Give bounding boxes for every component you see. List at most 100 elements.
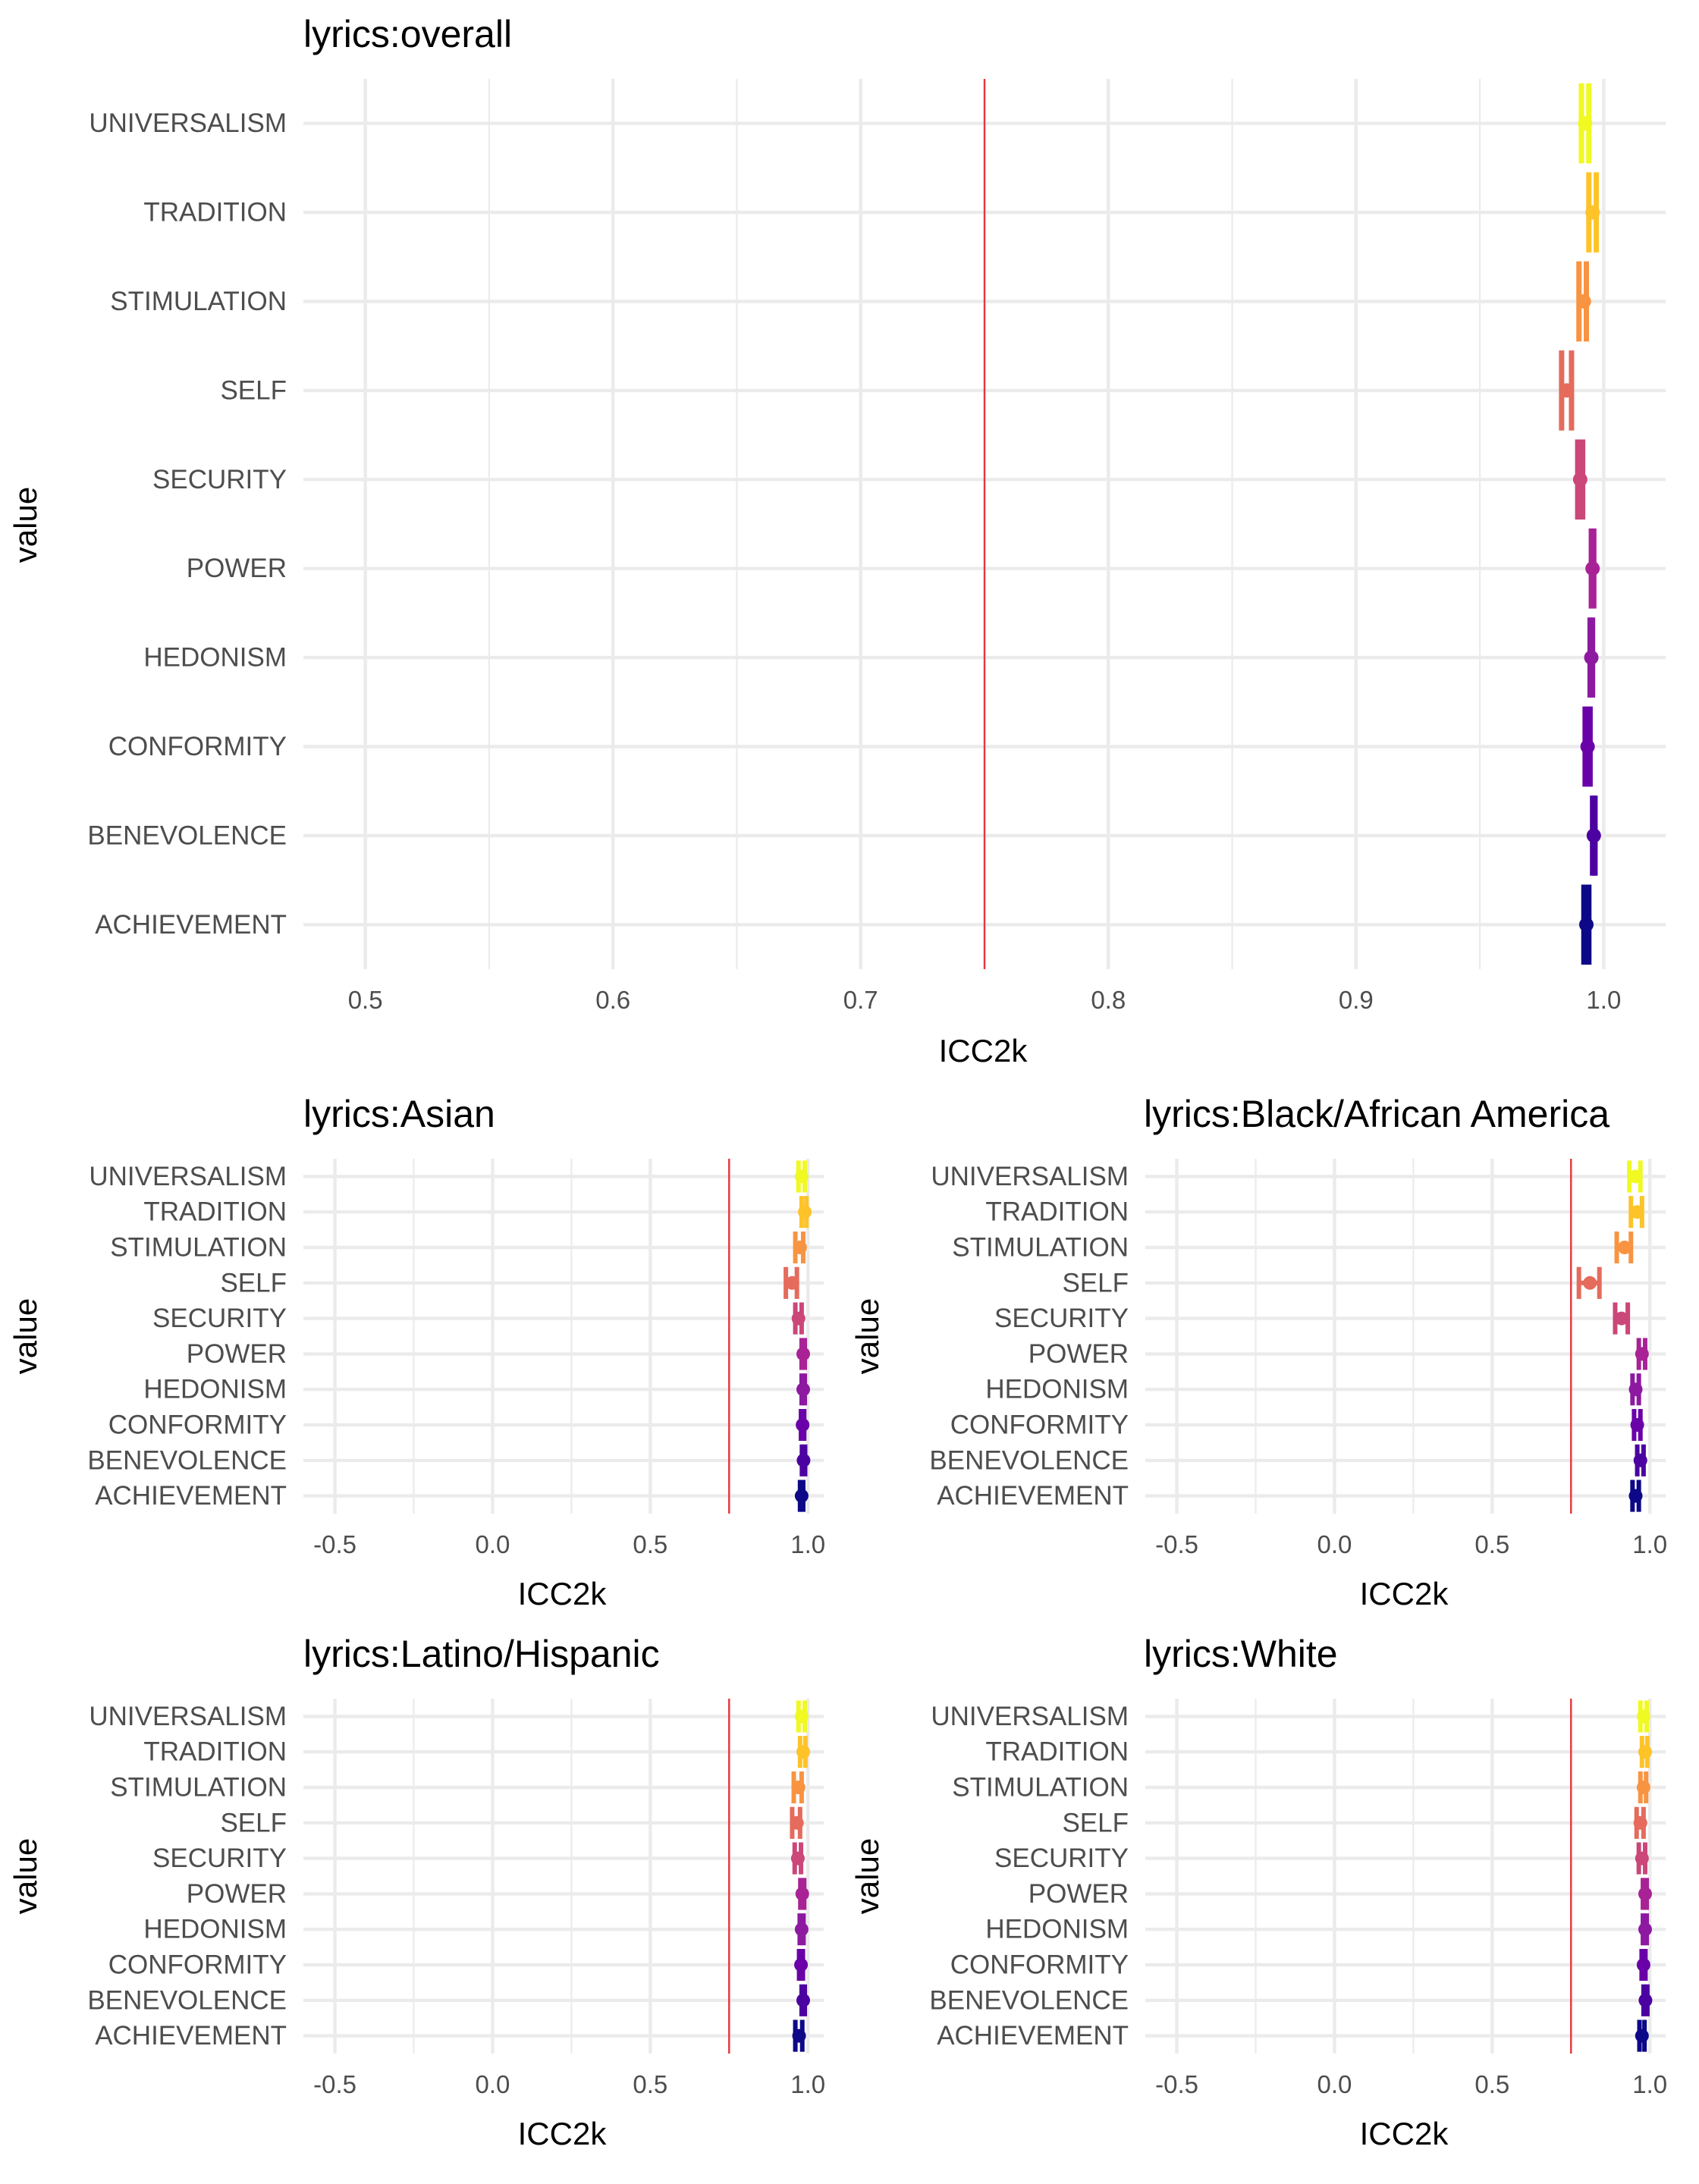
- data-point-tradition: [798, 1196, 812, 1228]
- data-point-conformity: [794, 1948, 809, 1982]
- data-point-universalism: [1578, 83, 1593, 164]
- y-tick-label: SELF: [220, 1268, 287, 1298]
- point-marker: [793, 1241, 807, 1254]
- point-marker: [1636, 1958, 1650, 1972]
- y-tick-label: HEDONISM: [143, 1375, 287, 1404]
- y-tick-label: CONFORMITY: [108, 1950, 287, 1980]
- point-marker: [1572, 472, 1588, 487]
- data-point-security: [1572, 439, 1588, 520]
- grid: [303, 1699, 824, 2054]
- data-point-self: [790, 1806, 804, 1839]
- point-marker: [1617, 1241, 1631, 1254]
- point-marker: [1638, 1887, 1652, 1901]
- y-tick-label: TRADITION: [143, 198, 287, 228]
- x-tick-label: -0.5: [313, 1530, 356, 1558]
- data-point-tradition: [1628, 1196, 1644, 1228]
- data-point-benevolence: [796, 1984, 810, 2016]
- y-tick-label: STIMULATION: [952, 1233, 1129, 1263]
- data-point-achievement: [794, 1480, 809, 1512]
- data-point-tradition: [1638, 1736, 1652, 1768]
- y-tick-label: TRADITION: [143, 1737, 287, 1767]
- data-point-benevolence: [1638, 1984, 1653, 2016]
- panel-title: lyrics:overall: [303, 13, 512, 55]
- point-marker: [1559, 383, 1574, 398]
- y-tick-label: BENEVOLENCE: [87, 1445, 287, 1475]
- point-marker: [1579, 917, 1594, 932]
- y-axis-title: value: [8, 1298, 43, 1374]
- y-tick-label: BENEVOLENCE: [929, 1445, 1129, 1475]
- y-tick-label: CONFORMITY: [108, 732, 287, 761]
- y-tick-label: SECURITY: [152, 1844, 287, 1873]
- point-marker: [1633, 1453, 1647, 1467]
- x-tick-label: -0.5: [1155, 1530, 1198, 1558]
- x-tick-label: -0.5: [1155, 2070, 1198, 2098]
- y-tick-label: SELF: [1062, 1268, 1129, 1298]
- data-point-achievement: [1628, 1480, 1643, 1512]
- point-marker: [1583, 1276, 1597, 1290]
- x-tick-label: 0.5: [1474, 2070, 1509, 2098]
- point-marker: [1638, 1922, 1652, 1937]
- panel-latino-hispanic: lyrics:Latino/Hispanic ICC2k value UNIVE…: [8, 1633, 825, 2151]
- x-tick-label: 0.0: [476, 2070, 510, 2098]
- y-tick-label: ACHIEVEMENT: [95, 1481, 287, 1511]
- y-axis-title: value: [850, 1298, 885, 1374]
- x-tick-label: 0.6: [595, 986, 630, 1014]
- point-marker: [794, 1709, 809, 1724]
- point-marker: [794, 1922, 809, 1937]
- x-axis-title: ICC2k: [939, 1033, 1029, 1068]
- data-point-hedonism: [1638, 1913, 1652, 1946]
- data-point-stimulation: [1576, 261, 1591, 342]
- point-marker: [798, 1205, 812, 1219]
- point-marker: [1586, 828, 1601, 843]
- data-point-stimulation: [793, 1231, 807, 1264]
- point-marker: [1638, 1745, 1652, 1759]
- point-marker: [1635, 2029, 1649, 2043]
- y-tick-label: UNIVERSALISM: [89, 1162, 287, 1191]
- data-point-self: [1576, 1266, 1602, 1299]
- data-point-power: [795, 1878, 809, 1910]
- x-tick-label: 0.0: [476, 1530, 510, 1558]
- point-marker: [1576, 294, 1591, 309]
- y-tick-label: POWER: [187, 554, 287, 583]
- y-tick-label: CONFORMITY: [950, 1410, 1129, 1440]
- panel-overall: lyrics:overall ICC2k value UNIVERSALISM T…: [8, 13, 1666, 1068]
- data-point-self: [1559, 350, 1575, 431]
- y-tick-label: HEDONISM: [985, 1915, 1129, 1944]
- data-point-security: [791, 1302, 806, 1335]
- y-tick-label: POWER: [1029, 1879, 1129, 1909]
- point-marker: [796, 1418, 810, 1432]
- data-point-universalism: [794, 1160, 809, 1193]
- data-point-tradition: [796, 1736, 810, 1768]
- point-marker: [796, 1453, 811, 1467]
- panel-title: lyrics:Black/African America: [1144, 1093, 1609, 1135]
- data-point-security: [1635, 1842, 1649, 1875]
- y-tick-label: BENEVOLENCE: [929, 1985, 1129, 2015]
- panel-title: lyrics:Latino/Hispanic: [303, 1633, 660, 1675]
- grid: [303, 1159, 824, 1514]
- x-tick-label: 0.5: [633, 1530, 667, 1558]
- point-marker: [1585, 205, 1600, 220]
- data-point-conformity: [1636, 1948, 1650, 1982]
- x-tick-label: 0.0: [1317, 1530, 1352, 1558]
- y-tick-label: CONFORMITY: [950, 1950, 1129, 1980]
- panel-asian: lyrics:Asian ICC2k value UNIVERSALISM TRA…: [8, 1093, 825, 1611]
- point-marker: [1633, 1815, 1647, 1830]
- x-axis-title: ICC2k: [1360, 1576, 1449, 1611]
- y-tick-label: BENEVOLENCE: [87, 821, 287, 850]
- data-point-self: [784, 1266, 799, 1299]
- point-marker: [1614, 1311, 1628, 1326]
- y-axis-title: value: [8, 487, 43, 563]
- y-tick-label: UNIVERSALISM: [89, 108, 287, 138]
- data-point-hedonism: [1584, 617, 1599, 698]
- point-marker: [1630, 1418, 1644, 1432]
- x-tick-label: 1.0: [1632, 1530, 1667, 1558]
- data-point-universalism: [794, 1700, 809, 1733]
- y-tick-label: HEDONISM: [143, 643, 287, 673]
- point-marker: [1638, 1993, 1653, 2007]
- point-marker: [1578, 116, 1593, 131]
- point-marker: [1635, 1347, 1649, 1361]
- data-point-conformity: [1630, 1408, 1644, 1442]
- data-point-benevolence: [1586, 795, 1601, 876]
